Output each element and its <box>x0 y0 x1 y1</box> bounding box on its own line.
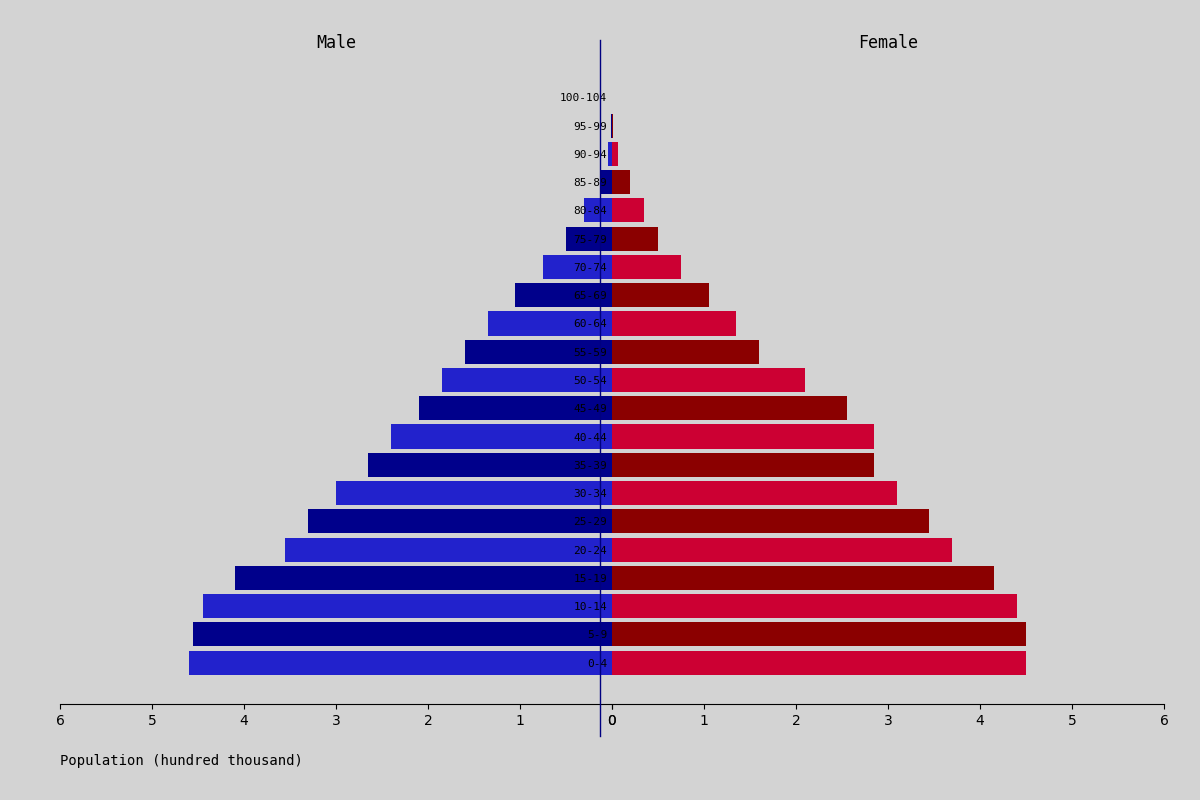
Bar <box>203 594 612 618</box>
Bar <box>612 311 737 335</box>
Bar <box>612 340 760 364</box>
Bar <box>612 481 898 505</box>
Bar <box>584 198 612 222</box>
Bar <box>608 142 612 166</box>
Bar <box>601 170 612 194</box>
Bar <box>188 650 612 674</box>
Bar <box>612 650 1026 674</box>
Bar <box>368 453 612 477</box>
Bar <box>336 481 612 505</box>
Bar <box>612 594 1016 618</box>
Bar <box>391 425 612 449</box>
Bar <box>235 566 612 590</box>
Bar <box>612 142 618 166</box>
Bar <box>612 255 682 279</box>
Bar <box>612 368 805 392</box>
Bar <box>442 368 612 392</box>
Bar <box>612 425 874 449</box>
Bar <box>612 396 847 420</box>
Bar <box>612 566 994 590</box>
Bar <box>612 198 644 222</box>
Bar <box>419 396 612 420</box>
Bar <box>308 510 612 534</box>
Text: Population (hundred thousand): Population (hundred thousand) <box>60 754 302 768</box>
Bar <box>612 114 613 138</box>
Title: Female: Female <box>858 34 918 52</box>
Bar <box>193 622 612 646</box>
Bar <box>612 510 930 534</box>
Bar <box>464 340 612 364</box>
Bar <box>612 226 658 250</box>
Bar <box>612 453 874 477</box>
Bar <box>286 538 612 562</box>
Bar <box>612 283 708 307</box>
Title: Male: Male <box>316 34 356 52</box>
Bar <box>516 283 612 307</box>
Bar <box>612 170 630 194</box>
Bar <box>487 311 612 335</box>
Bar <box>542 255 612 279</box>
Bar <box>612 538 953 562</box>
Bar <box>566 226 612 250</box>
Bar <box>612 622 1026 646</box>
